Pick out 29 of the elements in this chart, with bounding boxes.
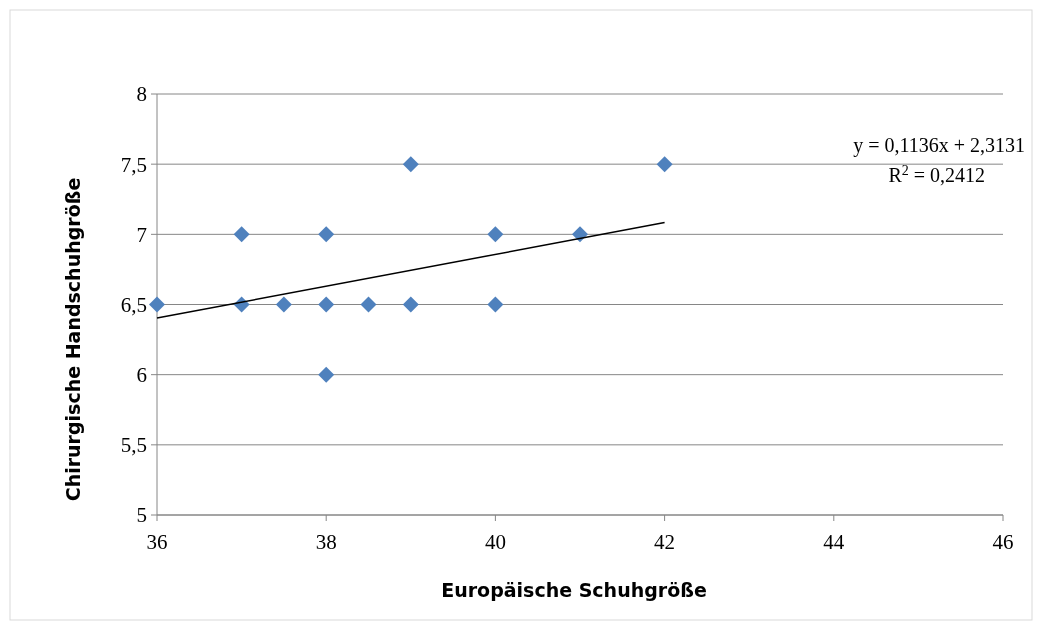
point — [318, 226, 335, 243]
y-tick-label: 7,5 — [120, 152, 147, 177]
y-tick-label: 8 — [136, 82, 147, 107]
x-tick-label: 40 — [484, 530, 506, 554]
point — [487, 296, 504, 313]
y-tick-label: 5 — [136, 503, 147, 528]
point — [487, 226, 504, 243]
x-tick-label: 44 — [823, 530, 845, 554]
point — [360, 296, 377, 313]
point — [149, 296, 165, 313]
x-tick-label: 38 — [315, 530, 337, 554]
x-tick-label: 46 — [992, 530, 1014, 554]
x-tick-label: 36 — [146, 530, 168, 554]
annotation: y = 0,1136x + 2,3131 — [853, 134, 1025, 157]
x-axis-title: Europäische Schuhgröße — [441, 579, 707, 601]
point — [318, 296, 335, 313]
x-tick-label: 42 — [654, 530, 676, 554]
point — [656, 156, 673, 173]
y-tick-label: 6 — [136, 363, 147, 388]
y-tick-label: 7 — [136, 222, 147, 247]
point — [402, 156, 419, 173]
point — [233, 226, 250, 243]
point — [402, 296, 419, 313]
point — [318, 366, 335, 383]
point — [275, 296, 292, 313]
annotation: R$^{2}$ = 0,2412 — [888, 162, 985, 186]
y-tick-label: 6,5 — [120, 292, 147, 317]
y-tick-label: 5,5 — [120, 433, 147, 458]
y-axis-title: Chirurgische Handschuhgröße — [62, 177, 84, 502]
